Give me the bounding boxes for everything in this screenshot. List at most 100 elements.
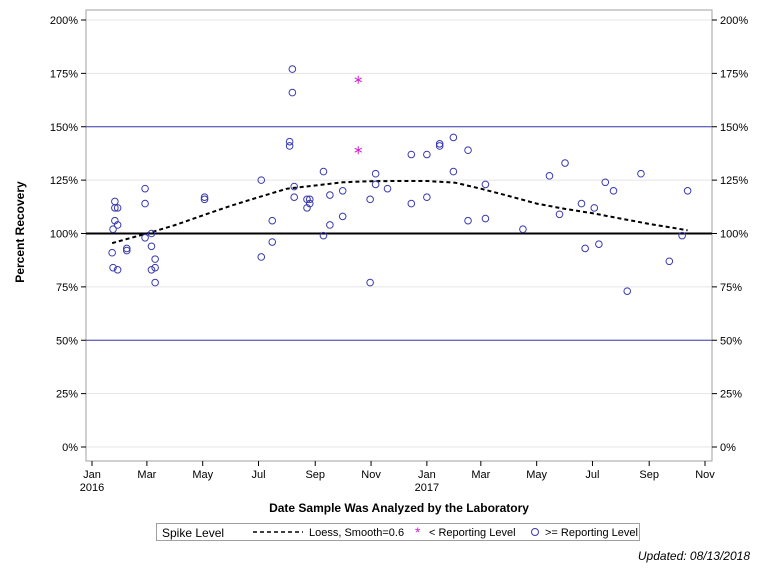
point-ge-reporting — [141, 184, 149, 193]
x-tick-label: Sep — [639, 469, 659, 481]
point-ge-reporting — [111, 204, 119, 212]
point-ge-reporting — [305, 199, 314, 208]
point-ge-reporting — [637, 169, 645, 178]
point-ge-reporting — [113, 221, 122, 229]
x-tick-label: Mar — [471, 469, 490, 481]
legend-ge-label: >= Reporting Level — [545, 527, 638, 539]
point-ge-reporting — [464, 146, 472, 155]
y-tick-label-right: 200% — [720, 15, 748, 27]
y-tick-label: 0% — [62, 442, 78, 454]
point-ge-reporting — [423, 150, 431, 159]
point-lt-reporting — [354, 75, 362, 84]
point-ge-reporting — [290, 182, 298, 191]
point-ge-reporting — [122, 246, 131, 255]
point-ge-reporting — [449, 133, 458, 142]
point-ge-reporting — [449, 167, 458, 176]
point-ge-reporting — [371, 180, 380, 189]
point-ge-reporting — [200, 193, 209, 202]
point-ge-reporting — [407, 150, 416, 159]
point-ge-reporting — [366, 195, 374, 204]
point-ge-reporting — [151, 255, 159, 263]
point-ge-reporting — [141, 233, 149, 242]
point-ge-reporting — [147, 265, 156, 274]
y-tick-label: 125% — [50, 175, 78, 187]
point-ge-reporting — [581, 244, 589, 253]
y-tick-label-right: 100% — [720, 229, 748, 241]
y-tick-label-right: 25% — [720, 389, 742, 401]
point-ge-reporting — [338, 187, 347, 195]
point-ge-reporting — [268, 238, 277, 246]
point-ge-reporting — [319, 231, 328, 240]
x-tick-year-label: 2017 — [415, 482, 439, 494]
x-tick-label: Jul — [251, 469, 265, 481]
y-tick-label-right: 125% — [720, 175, 748, 187]
point-ge-reporting — [108, 248, 116, 257]
point-ge-reporting — [122, 244, 131, 253]
point-lt-reporting — [354, 146, 362, 155]
point-ge-reporting — [326, 221, 334, 229]
point-ge-reporting — [383, 184, 392, 193]
data-points — [108, 65, 692, 295]
point-ge-reporting — [609, 187, 618, 195]
y-tick-label: 200% — [50, 15, 78, 27]
y-tick-label: 100% — [50, 229, 78, 241]
x-tick-year-label: 2016 — [80, 482, 104, 494]
plot-frame — [85, 9, 713, 462]
point-ge-reporting — [257, 176, 266, 184]
point-ge-reporting — [141, 199, 149, 208]
point-ge-reporting — [601, 178, 610, 187]
point-ge-reporting — [288, 88, 297, 97]
circle-icon — [531, 528, 539, 536]
updated-timestamp: Updated: 08/13/2018 — [637, 549, 750, 563]
x-tick-label: Sep — [305, 469, 325, 481]
x-tick-label: May — [526, 469, 547, 481]
point-ge-reporting — [366, 278, 374, 287]
point-ge-reporting — [257, 253, 266, 261]
reference-lines — [86, 126, 712, 341]
y-axis-title: Percent Recovery — [13, 181, 27, 283]
loess-curve — [111, 180, 688, 245]
x-tick-label: Jan — [83, 469, 101, 481]
x-tick-label: Jul — [585, 469, 599, 481]
y-tick-label: 75% — [56, 282, 78, 294]
point-ge-reporting — [268, 216, 277, 225]
point-ge-reporting — [371, 169, 380, 178]
y-tick-label-right: 175% — [720, 68, 748, 80]
point-ge-reporting — [151, 263, 159, 272]
y-axis-left: 0% 25% 50% 75% 100% 125% 150% 175% 200% — [50, 15, 86, 454]
point-ge-reporting — [338, 212, 347, 221]
point-ge-reporting — [147, 229, 156, 238]
point-ge-reporting — [555, 210, 564, 219]
x-tick-label: Jan — [418, 469, 436, 481]
x-tick-label: Mar — [137, 469, 156, 481]
point-ge-reporting — [305, 195, 314, 204]
point-ge-reporting — [423, 193, 431, 202]
x-tick-label: Nov — [361, 469, 381, 481]
point-ge-reporting — [200, 195, 209, 204]
y-tick-label-right: 0% — [720, 442, 736, 454]
point-ge-reporting — [577, 199, 586, 208]
point-ge-reporting — [113, 204, 122, 212]
point-ge-reporting — [435, 140, 444, 148]
y-tick-label-right: 75% — [720, 282, 742, 294]
loess-line — [111, 180, 688, 245]
point-ge-reporting — [590, 204, 599, 212]
point-ge-reporting — [319, 167, 328, 176]
point-ge-reporting — [109, 225, 117, 234]
point-ge-reporting — [151, 278, 159, 287]
y-tick-label: 50% — [56, 335, 78, 347]
point-ge-reporting — [595, 240, 603, 248]
legend-title: Spike Level — [162, 526, 225, 540]
point-ge-reporting — [109, 263, 117, 272]
point-ge-reporting — [683, 187, 692, 195]
point-ge-reporting — [623, 287, 632, 295]
point-ge-reporting — [111, 197, 119, 206]
point-ge-reporting — [435, 142, 444, 150]
x-axis-title: Date Sample Was Analyzed by the Laborato… — [269, 501, 529, 515]
y-axis-right: 0% 25% 50% 75% 100% 125% 150% 175% 200% — [712, 15, 748, 454]
x-tick-label: Nov — [695, 469, 715, 481]
point-ge-reporting — [464, 216, 472, 225]
point-ge-reporting — [407, 199, 416, 208]
